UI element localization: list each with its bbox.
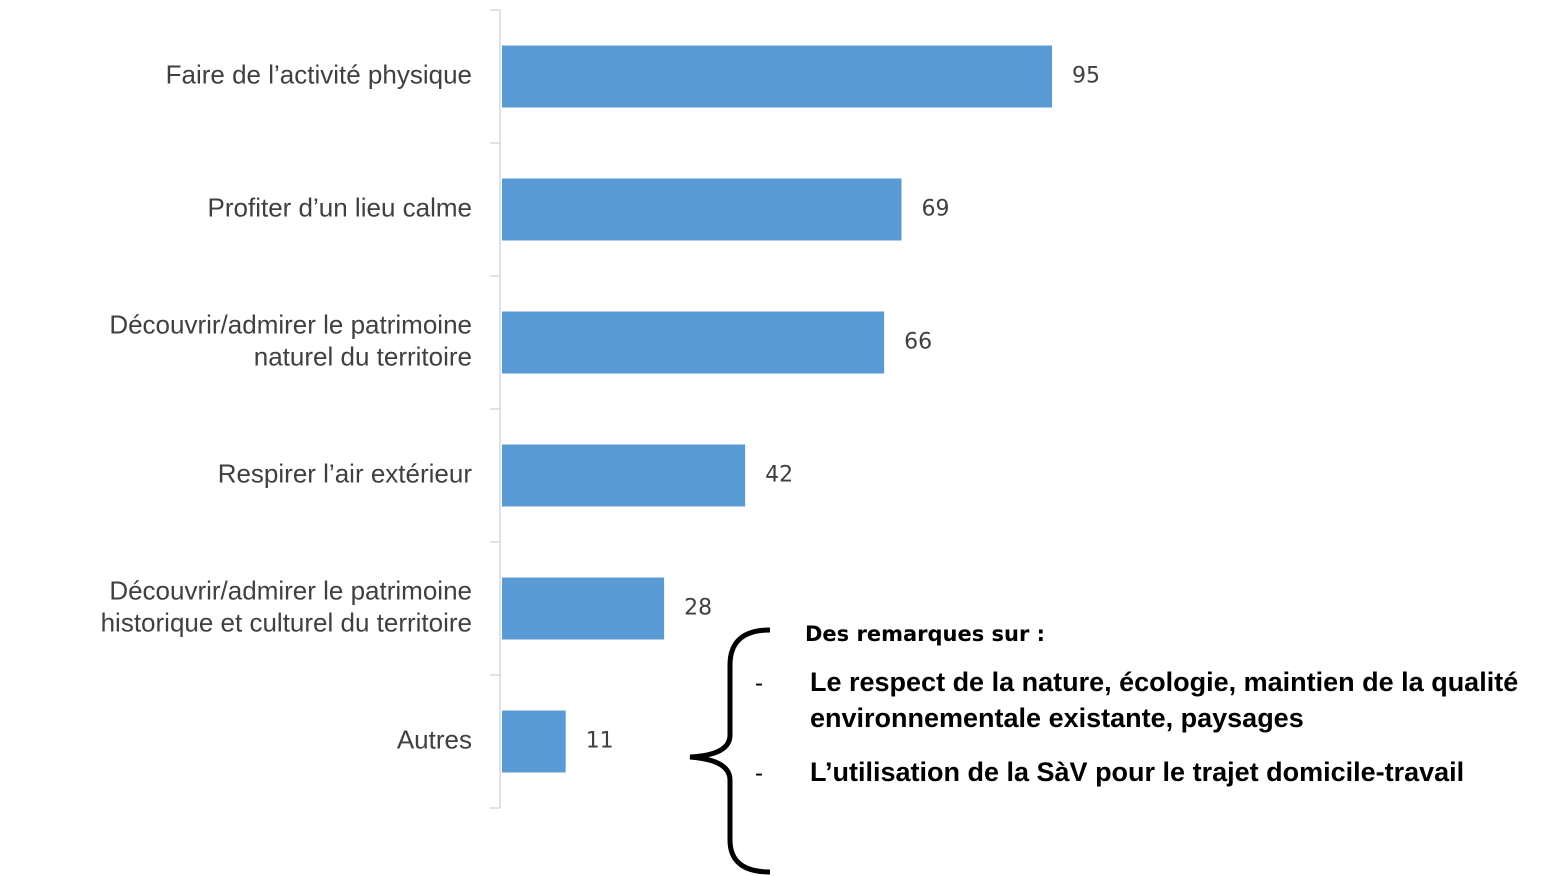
value-label: 69 xyxy=(922,197,950,222)
value-label: 66 xyxy=(904,330,932,355)
category-label: Découvrir/admirer le patrimoine historiqu… xyxy=(101,575,472,637)
brace xyxy=(689,627,771,875)
annotation-item: Le respect de la nature, écologie, maint… xyxy=(810,667,1519,733)
category-label: Respirer l’air extérieur xyxy=(218,458,473,488)
category-label: Découvrir/admirer le patrimoine naturel d… xyxy=(109,309,472,371)
bar xyxy=(502,178,902,241)
category-label: Autres xyxy=(397,724,472,754)
annotation-title: Des remarques sur : xyxy=(805,622,1046,646)
bar xyxy=(502,45,1053,108)
value-label: 11 xyxy=(586,729,614,754)
value-label: 42 xyxy=(765,463,793,488)
bar xyxy=(502,444,746,507)
annotation-item: L’utilisation de la SàV pour le trajet d… xyxy=(810,757,1465,787)
bullet: - xyxy=(755,670,763,697)
value-label: 28 xyxy=(684,596,712,621)
category-label: Faire de l’activité physique xyxy=(166,59,472,89)
category-label: Profiter d’un lieu calme xyxy=(208,192,472,222)
bar xyxy=(502,577,665,640)
bar xyxy=(502,311,885,374)
bar xyxy=(502,710,566,773)
bullet: - xyxy=(755,760,763,787)
value-label: 95 xyxy=(1072,64,1100,89)
